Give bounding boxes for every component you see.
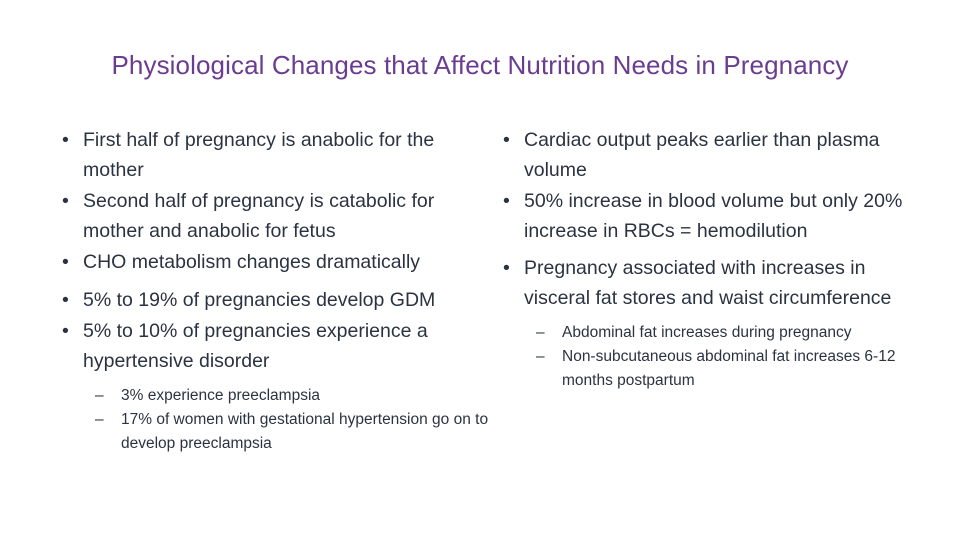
- bullet-icon: •: [62, 190, 69, 212]
- slide-title: Physiological Changes that Affect Nutrit…: [111, 50, 849, 80]
- bullet-icon: •: [503, 190, 510, 212]
- bullet-text: Second half of pregnancy is catabolic fo…: [83, 190, 435, 242]
- bullet-item: • 5% to 10% of pregnancies experience a h…: [62, 317, 492, 456]
- bullet-item: • Pregnancy associated with increases in …: [503, 254, 923, 393]
- bullet-item: • 50% increase in blood volume but only 2…: [503, 187, 923, 246]
- bullet-text: 5% to 19% of pregnancies develop GDM: [83, 288, 436, 311]
- bullet-text: 5% to 10% of pregnancies experience a hy…: [83, 320, 428, 372]
- bullet-icon: •: [503, 257, 510, 279]
- sub-bullet-item: –3% experience preeclampsia: [95, 384, 492, 408]
- dash-icon: –: [95, 387, 104, 404]
- dash-icon: –: [536, 348, 545, 365]
- dash-icon: –: [536, 324, 545, 341]
- bullet-item: • Second half of pregnancy is catabolic f…: [62, 187, 492, 246]
- bullet-text: 50% increase in blood volume but only 20…: [524, 190, 903, 242]
- sub-bullet-text: Abdominal fat increases during pregnancy: [562, 324, 852, 341]
- bullet-item: • CHO metabolism changes dramatically: [62, 248, 492, 278]
- bullet-item: • Cardiac output peaks earlier than plasm…: [503, 126, 923, 185]
- left-bullet-list: • First half of pregnancy is anabolic for…: [62, 126, 492, 456]
- dash-icon: –: [95, 411, 104, 428]
- bullet-text: Cardiac output peaks earlier than plasma…: [524, 129, 880, 181]
- sub-bullet-text: 17% of women with gestational hypertensi…: [121, 411, 489, 452]
- sub-bullet-list: –3% experience preeclampsia –17% of wome…: [83, 384, 492, 456]
- bullet-text: First half of pregnancy is anabolic for …: [83, 129, 435, 181]
- bullet-text: CHO metabolism changes dramatically: [83, 251, 421, 273]
- sub-bullet-text: Non-subcutaneous abdominal fat increases…: [562, 348, 896, 389]
- bullet-icon: •: [62, 251, 69, 273]
- sub-bullet-item: – Non-subcutaneous abdominal fat increase…: [536, 345, 923, 393]
- bullet-icon: •: [503, 129, 510, 151]
- sub-bullet-list: – Abdominal fat increases during pregnanc…: [524, 321, 923, 393]
- bullet-icon: •: [62, 129, 69, 151]
- bullet-text: Pregnancy associated with increases in v…: [524, 257, 892, 309]
- bullet-icon: •: [62, 320, 69, 342]
- bullet-item: • 5% to 19% of pregnancies develop GDM: [62, 286, 492, 316]
- left-column: • First half of pregnancy is anabolic for…: [62, 126, 492, 458]
- right-bullet-list: • Cardiac output peaks earlier than plasm…: [503, 126, 923, 393]
- bullet-icon: •: [62, 288, 69, 311]
- sub-bullet-item: – Abdominal fat increases during pregnanc…: [536, 321, 923, 345]
- bullet-item: • First half of pregnancy is anabolic for…: [62, 126, 492, 185]
- sub-bullet-item: –17% of women with gestational hypertens…: [95, 408, 492, 456]
- right-column: • Cardiac output peaks earlier than plasm…: [503, 126, 923, 395]
- sub-bullet-text: 3% experience preeclampsia: [121, 387, 321, 404]
